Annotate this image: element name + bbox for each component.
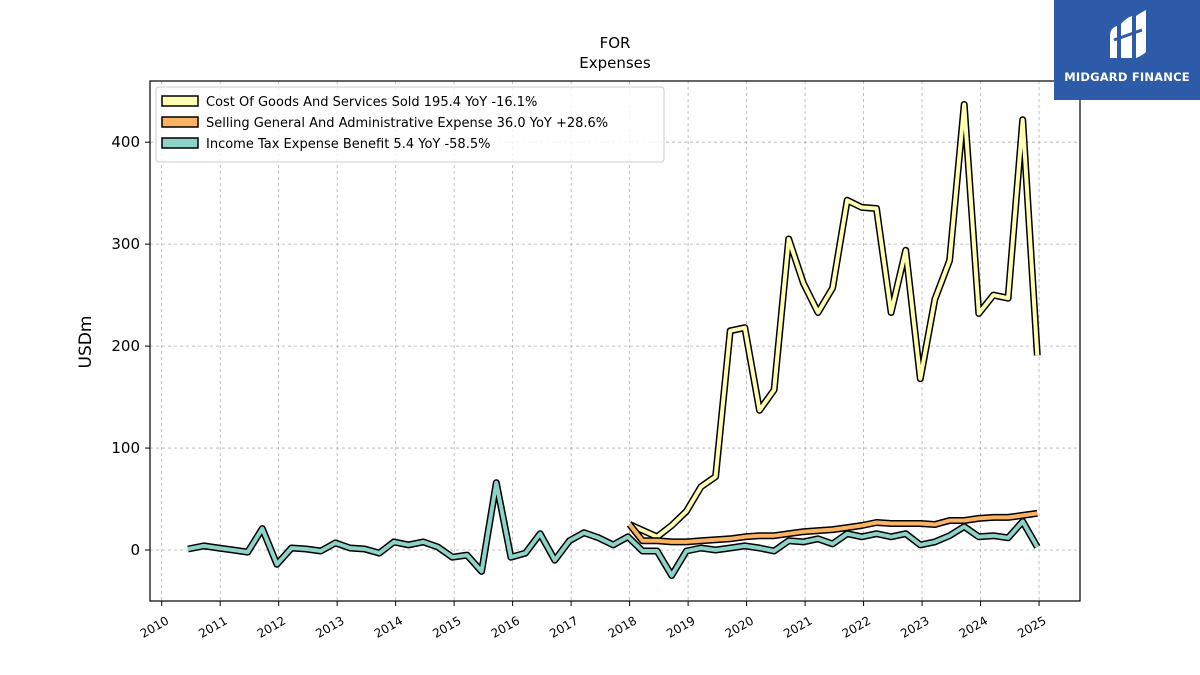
series-line-2 <box>187 480 1040 578</box>
chart-title: FOR <box>600 34 631 52</box>
series-outline-2 <box>187 479 1041 579</box>
x-tick-label: 2018 <box>606 613 639 640</box>
x-tick-label: 2025 <box>1015 613 1048 640</box>
legend-swatch <box>161 95 199 107</box>
x-tick-label: 2024 <box>957 613 990 640</box>
y-tick-label: 0 <box>130 541 140 559</box>
x-tick-label: 2013 <box>313 613 346 640</box>
x-tick-label: 2011 <box>196 613 229 640</box>
x-tick-label: 2014 <box>372 613 405 640</box>
x-tick-label: 2022 <box>840 613 873 640</box>
x-tick-label: 2017 <box>547 613 580 640</box>
legend-label: Cost Of Goods And Services Sold 195.4 Yo… <box>206 95 537 110</box>
legend-swatch <box>161 137 199 149</box>
x-tick-label: 2023 <box>898 613 931 640</box>
axes: 2010 2011 2012 2013 2014 2015 2016 2017 2018 2019… <box>111 80 1081 641</box>
x-tick-label: 2020 <box>723 613 756 640</box>
brand-mark-icon <box>1110 10 1146 58</box>
legend-box <box>155 86 665 163</box>
x-tick-label: 2021 <box>781 613 814 640</box>
x-tick-label: 2015 <box>430 613 463 640</box>
series-line-0 <box>628 102 1040 539</box>
y-tick-label: 100 <box>111 439 140 457</box>
series-lines <box>187 101 1041 579</box>
x-tick-label: 2010 <box>138 613 171 640</box>
grid <box>150 81 1080 601</box>
legend-label: Selling General And Administrative Expen… <box>206 116 608 131</box>
series-outline-0 <box>628 101 1041 541</box>
y-tick-label: 200 <box>111 337 140 355</box>
x-tick-label: 2016 <box>489 613 522 640</box>
y-tick-label: 300 <box>111 235 140 253</box>
chart-subtitle: Expenses <box>579 54 651 72</box>
legend: Cost Of Goods And Services Sold 195.4 Yo… <box>155 86 665 163</box>
y-axis-label: USDm <box>76 316 96 369</box>
brand-logo: MIDGARD FINANCE <box>1054 0 1200 100</box>
x-tick-label: 2012 <box>255 613 288 640</box>
legend-swatch <box>161 116 199 128</box>
plot-frame <box>149 80 1081 602</box>
brand-name: MIDGARD FINANCE <box>1064 70 1190 84</box>
x-tick-label: 2019 <box>664 613 697 640</box>
y-tick-label: 400 <box>111 133 140 151</box>
series-line-1 <box>628 511 1038 544</box>
legend-label: Income Tax Expense Benefit 5.4 YoY -58.5… <box>206 137 490 152</box>
